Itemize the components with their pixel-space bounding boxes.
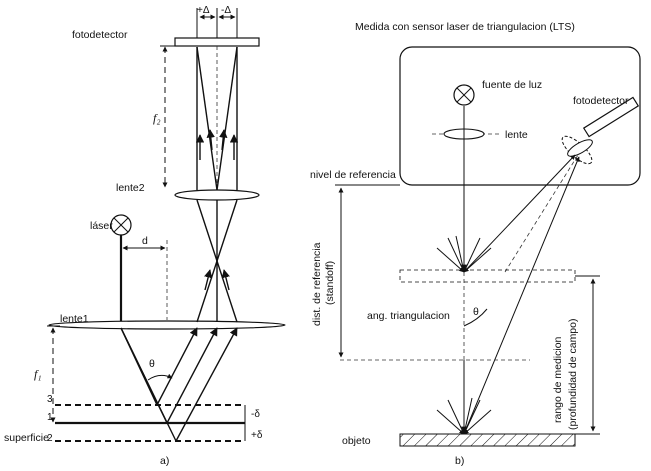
reference-plane-box [399, 269, 576, 283]
standoff-label: (standoff) [324, 261, 336, 305]
triangulation-angle-label: ang. triangulacion [367, 310, 450, 322]
minus-delta-label: -Δ [221, 5, 231, 16]
title-b: Medida con sensor laser de triangulacion… [355, 21, 575, 33]
photodetector-b-label: fotodetector [573, 95, 629, 107]
f2-label: f₂ [153, 111, 161, 125]
plus-delta-small-label: +δ [251, 430, 263, 441]
lens2 [174, 189, 260, 201]
caption-b: b) [455, 455, 464, 467]
surface-label: superficie [4, 432, 49, 444]
laser-label: láser [90, 220, 113, 232]
panel-a: fotodetector +Δ -Δ f₂ lente2 láser d len… [4, 5, 286, 467]
photodetector-b [582, 96, 640, 138]
depth-of-field-label: (profundidad de campo) [567, 319, 579, 431]
plus-delta-label: +Δ [197, 5, 210, 16]
scatter-rays-top [436, 235, 492, 273]
theta-label: θ [149, 358, 155, 370]
f1-label: f₁ [34, 367, 42, 381]
level-3-label: 3 [47, 394, 53, 405]
theta-arc [147, 373, 173, 381]
photodetector-label: fotodetector [72, 29, 128, 41]
lens-label: lente [505, 129, 528, 141]
panel-b: Medida con sensor laser de triangulacion… [310, 21, 641, 467]
reference-level-label: nivel de referencia [310, 169, 396, 181]
theta-b-label: θ [473, 306, 479, 318]
object-block [399, 433, 576, 447]
triangulation-angle-arc [463, 308, 488, 327]
photodetector-plate [174, 37, 260, 47]
level-1-label: 1 [47, 412, 53, 423]
lens1-label: lente1 [60, 313, 89, 325]
light-source-label: fuente de luz [482, 79, 542, 91]
d-label: d [142, 235, 148, 247]
caption-a: a) [160, 455, 169, 467]
measuring-range-label: rango de medicion [552, 336, 564, 423]
lens1 [48, 320, 286, 330]
minus-delta-small-label: -δ [251, 409, 260, 420]
reference-distance-label: dist. de referencia [311, 242, 323, 326]
lens2-label: lente2 [116, 182, 145, 194]
level-2-label: 2 [47, 433, 53, 444]
object-label: objeto [342, 435, 371, 447]
